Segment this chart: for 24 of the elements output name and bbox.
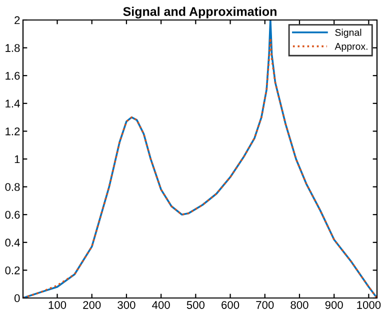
x-tick-label: 900 <box>325 301 343 309</box>
x-tick-label: 700 <box>256 301 274 309</box>
y-tick-label: 1.8 <box>6 44 20 52</box>
x-tick-label: 600 <box>222 301 240 309</box>
legend-label: Approx. <box>334 43 368 52</box>
y-tick-label: 0 <box>14 294 20 302</box>
x-tick-label: 800 <box>290 301 308 309</box>
chart-title: Signal and Approximation <box>123 6 276 18</box>
x-tick-label: 1000 <box>357 301 381 309</box>
y-tick-label: 2 <box>14 16 20 24</box>
y-tick-label: 1.4 <box>6 100 20 108</box>
y-tick-label: 0.8 <box>5 183 20 191</box>
x-tick-label: 100 <box>48 301 66 309</box>
y-tick-label: 1 <box>14 155 20 164</box>
x-tick-label: 300 <box>118 301 136 309</box>
x-tick-label: 400 <box>152 301 170 309</box>
y-tick-label: 1.6 <box>6 72 20 80</box>
y-tick-label: 0.4 <box>5 238 20 247</box>
y-tick-label: 1.2 <box>6 127 20 136</box>
x-tick-label: 200 <box>83 301 101 309</box>
x-tick-label: 500 <box>186 301 205 309</box>
y-tick-label: 0.6 <box>5 210 20 219</box>
legend-label: Signal <box>335 28 362 38</box>
y-tick-label: 0.2 <box>5 266 20 274</box>
